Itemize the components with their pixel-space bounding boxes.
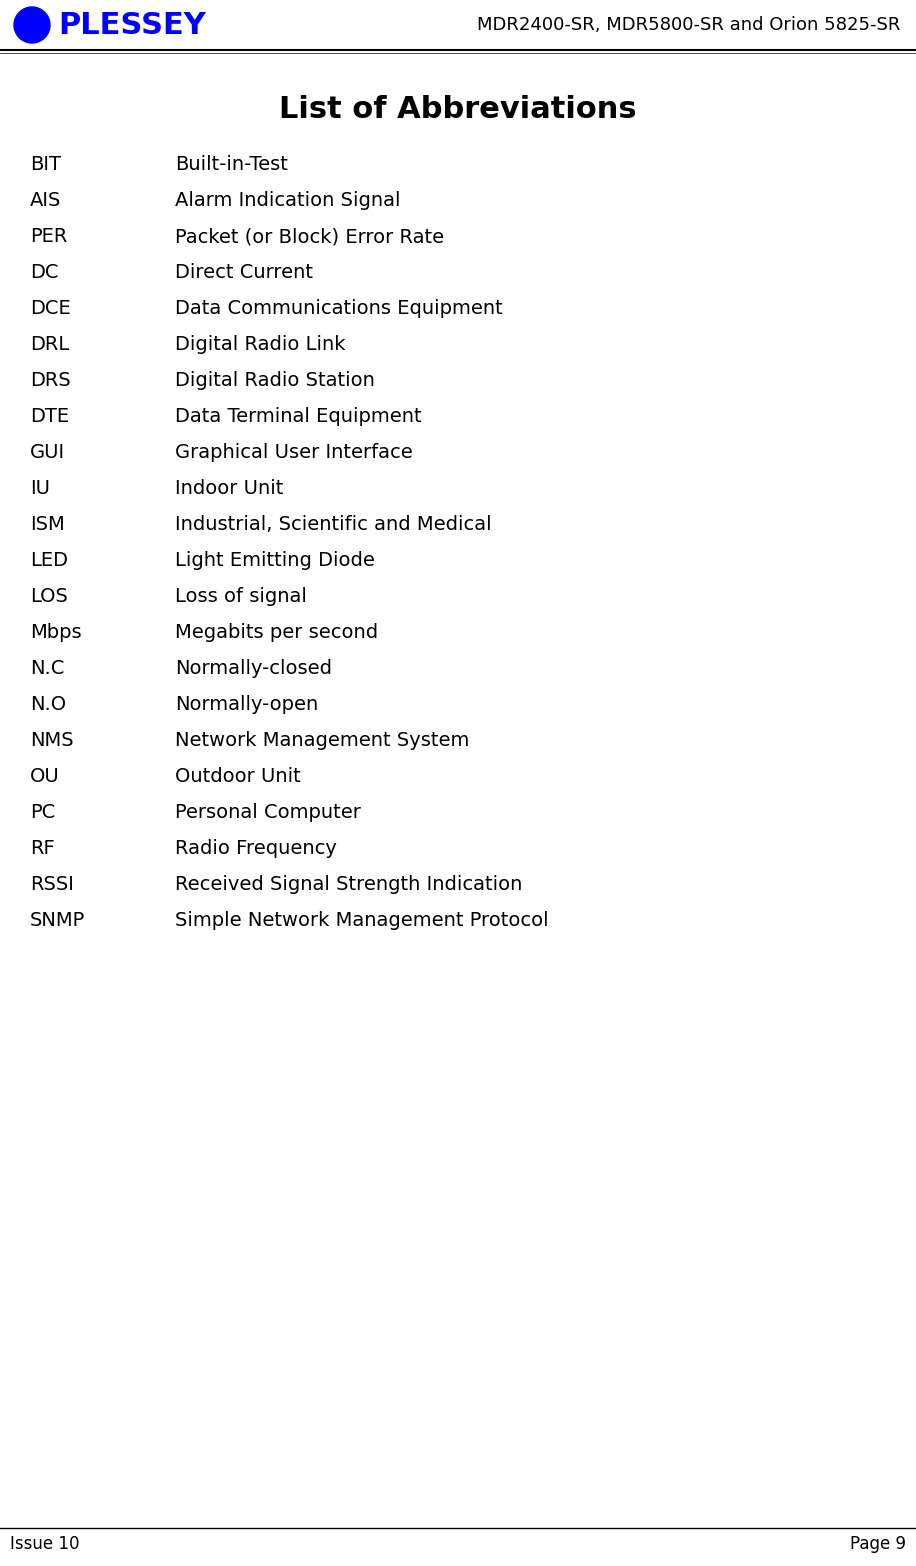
- Text: PLESSEY: PLESSEY: [58, 11, 206, 39]
- Text: Indoor Unit: Indoor Unit: [175, 479, 283, 498]
- Text: RF: RF: [30, 839, 55, 858]
- Text: AIS: AIS: [30, 191, 61, 210]
- Text: Mbps: Mbps: [30, 623, 82, 642]
- Text: SNMP: SNMP: [30, 911, 85, 930]
- Text: IU: IU: [30, 479, 50, 498]
- Text: DTE: DTE: [30, 407, 69, 426]
- Text: Digital Radio Station: Digital Radio Station: [175, 371, 375, 390]
- Text: N.C: N.C: [30, 659, 64, 678]
- Text: Graphical User Interface: Graphical User Interface: [175, 443, 413, 462]
- Text: DRS: DRS: [30, 371, 71, 390]
- Text: LED: LED: [30, 551, 68, 570]
- Text: ISM: ISM: [30, 515, 65, 534]
- Text: Data Terminal Equipment: Data Terminal Equipment: [175, 407, 421, 426]
- Text: Normally-open: Normally-open: [175, 695, 318, 714]
- Text: List of Abbreviations: List of Abbreviations: [279, 96, 637, 125]
- Text: N.O: N.O: [30, 695, 66, 714]
- Text: LOS: LOS: [30, 587, 68, 606]
- Text: Normally-closed: Normally-closed: [175, 659, 332, 678]
- Text: Digital Radio Link: Digital Radio Link: [175, 335, 345, 354]
- Text: Direct Current: Direct Current: [175, 263, 313, 282]
- Text: Radio Frequency: Radio Frequency: [175, 839, 337, 858]
- Text: Issue 10: Issue 10: [10, 1535, 80, 1553]
- Text: PER: PER: [30, 227, 68, 246]
- Text: Alarm Indication Signal: Alarm Indication Signal: [175, 191, 400, 210]
- Text: Outdoor Unit: Outdoor Unit: [175, 767, 300, 786]
- Text: Received Signal Strength Indication: Received Signal Strength Indication: [175, 875, 522, 894]
- Text: GUI: GUI: [30, 443, 65, 462]
- Circle shape: [14, 6, 50, 42]
- Text: BIT: BIT: [30, 155, 61, 174]
- Text: Data Communications Equipment: Data Communications Equipment: [175, 299, 503, 318]
- Text: Packet (or Block) Error Rate: Packet (or Block) Error Rate: [175, 227, 444, 246]
- Text: PC: PC: [30, 803, 55, 822]
- Text: NMS: NMS: [30, 731, 73, 750]
- Text: Network Management System: Network Management System: [175, 731, 469, 750]
- Text: Loss of signal: Loss of signal: [175, 587, 307, 606]
- Text: Simple Network Management Protocol: Simple Network Management Protocol: [175, 911, 549, 930]
- Text: DCE: DCE: [30, 299, 71, 318]
- Text: MDR2400-SR, MDR5800-SR and Orion 5825-SR: MDR2400-SR, MDR5800-SR and Orion 5825-SR: [476, 16, 900, 34]
- Text: DC: DC: [30, 263, 59, 282]
- Text: OU: OU: [30, 767, 60, 786]
- Text: Light Emitting Diode: Light Emitting Diode: [175, 551, 375, 570]
- Text: Page 9: Page 9: [850, 1535, 906, 1553]
- Text: Megabits per second: Megabits per second: [175, 623, 378, 642]
- Text: RSSI: RSSI: [30, 875, 74, 894]
- Text: Personal Computer: Personal Computer: [175, 803, 361, 822]
- Text: Industrial, Scientific and Medical: Industrial, Scientific and Medical: [175, 515, 492, 534]
- Text: Built-in-Test: Built-in-Test: [175, 155, 288, 174]
- Text: DRL: DRL: [30, 335, 70, 354]
